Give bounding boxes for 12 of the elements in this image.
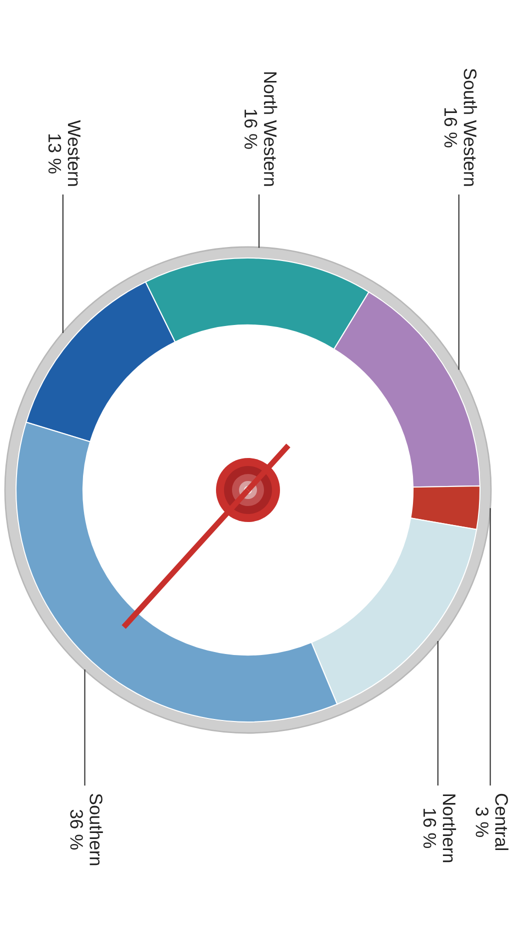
slice-label: North Western	[264, 72, 278, 186]
data-label: 16 %	[423, 808, 436, 848]
slice-label: Central	[495, 794, 508, 850]
slice-label: Southern	[90, 794, 103, 866]
slice-label: South Western	[464, 68, 478, 186]
data-label: 36 %	[70, 810, 83, 850]
data-label: 16 %	[244, 110, 258, 149]
data-label: 3 %	[476, 807, 488, 838]
slice-label: Northern	[442, 794, 456, 862]
data-label: 16 %	[444, 108, 458, 148]
data-label: 13 %	[48, 134, 62, 174]
slice-label: Western	[68, 120, 80, 186]
